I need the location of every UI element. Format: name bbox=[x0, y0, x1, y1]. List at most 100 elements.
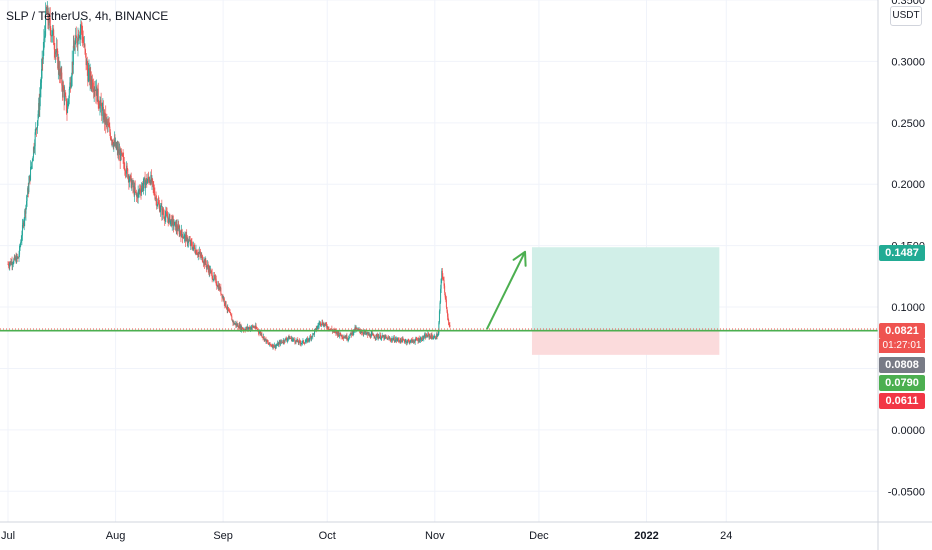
candle-body bbox=[403, 339, 405, 341]
candle-body bbox=[53, 29, 55, 45]
candle-body bbox=[187, 240, 189, 243]
candle-body bbox=[312, 333, 314, 335]
candle-body bbox=[405, 340, 407, 342]
candle-body bbox=[227, 307, 229, 310]
candle-body bbox=[111, 138, 113, 142]
candle-body bbox=[253, 326, 255, 328]
candle-body bbox=[139, 189, 141, 192]
candle-body bbox=[293, 338, 295, 341]
candle-body bbox=[433, 338, 435, 339]
candle-body bbox=[374, 337, 376, 339]
candle-body bbox=[237, 324, 239, 328]
drawings[interactable] bbox=[0, 250, 878, 332]
candle-body bbox=[247, 326, 249, 329]
candle-body bbox=[271, 345, 273, 347]
loss-zone[interactable] bbox=[531, 330, 720, 355]
candle-body bbox=[241, 327, 243, 330]
candle-body bbox=[191, 242, 193, 247]
candle-body bbox=[338, 335, 340, 337]
candle-body bbox=[20, 241, 22, 246]
candle-body bbox=[195, 250, 197, 254]
candle-body bbox=[299, 341, 301, 343]
candle-body bbox=[423, 335, 425, 338]
candle-body bbox=[381, 336, 383, 339]
y-tick-label: 0.1000 bbox=[891, 302, 925, 314]
symbol-title[interactable]: SLP / TetherUS, 4h, BINANCE bbox=[6, 9, 169, 23]
candle-body bbox=[24, 210, 26, 214]
candle-body bbox=[371, 333, 373, 335]
candle-body bbox=[256, 328, 258, 329]
candle-body bbox=[422, 336, 424, 339]
candle-body bbox=[148, 179, 150, 183]
currency-button[interactable]: USDT bbox=[890, 6, 922, 26]
candle-body bbox=[160, 206, 162, 207]
candle-body bbox=[415, 338, 417, 341]
candle-body bbox=[183, 235, 185, 238]
candle-body bbox=[387, 337, 389, 340]
candle-body bbox=[420, 338, 422, 339]
candle-body bbox=[200, 254, 202, 257]
long-position-tool[interactable] bbox=[531, 247, 720, 355]
candle-body bbox=[275, 345, 277, 347]
candle-body bbox=[144, 177, 146, 189]
candle-body bbox=[267, 342, 269, 344]
candle-body bbox=[120, 150, 122, 161]
candle-body bbox=[134, 187, 136, 195]
trend-arrow[interactable] bbox=[485, 251, 526, 330]
candle-body bbox=[212, 278, 214, 280]
candle-body bbox=[125, 173, 127, 175]
time-axis[interactable]: Jul Aug Sep Oct Nov Dec 2022 24 bbox=[0, 521, 932, 542]
candle-body bbox=[260, 331, 262, 335]
candle-body bbox=[139, 189, 141, 192]
candle-body bbox=[426, 334, 428, 337]
trend-arrow-head[interactable] bbox=[512, 250, 527, 267]
candle-body bbox=[206, 266, 208, 268]
candle-body bbox=[111, 140, 113, 142]
candle-body bbox=[418, 338, 420, 342]
candle-body bbox=[289, 337, 291, 339]
candle-body bbox=[108, 126, 110, 128]
candle-body bbox=[192, 247, 194, 250]
candle-body bbox=[35, 128, 37, 129]
candle-body bbox=[431, 336, 433, 339]
candle-body bbox=[279, 342, 281, 345]
candle-body bbox=[131, 181, 133, 184]
candle-body bbox=[87, 71, 89, 82]
candle-body bbox=[300, 343, 302, 344]
candle-body bbox=[346, 335, 348, 340]
candle-body bbox=[42, 57, 44, 60]
candle-body bbox=[132, 181, 134, 188]
candle-body bbox=[297, 342, 299, 344]
candle-body bbox=[234, 323, 236, 325]
candle-body bbox=[392, 339, 394, 341]
candle-body bbox=[21, 225, 23, 236]
candle-body bbox=[365, 331, 367, 334]
candle-body bbox=[9, 263, 11, 267]
candle-body bbox=[198, 253, 200, 254]
candle-body bbox=[248, 328, 250, 329]
candle-body bbox=[28, 182, 30, 193]
candle-body bbox=[17, 257, 19, 258]
candle-body bbox=[256, 328, 258, 331]
candle-body bbox=[424, 334, 426, 336]
candle-body bbox=[21, 235, 23, 240]
candle-body bbox=[393, 337, 395, 340]
candle-body bbox=[293, 338, 295, 340]
candle-body bbox=[24, 210, 26, 220]
candle-body bbox=[443, 280, 445, 286]
candle-body bbox=[109, 126, 111, 133]
candle-body bbox=[358, 329, 360, 330]
candle-body bbox=[74, 47, 76, 51]
candle-body bbox=[141, 188, 143, 193]
candle-body bbox=[383, 336, 385, 340]
candle-body bbox=[261, 336, 263, 338]
candle-body bbox=[97, 88, 99, 103]
candle-body bbox=[248, 327, 250, 329]
candle-body bbox=[308, 338, 310, 340]
candle-body bbox=[421, 338, 423, 341]
candle-body bbox=[363, 332, 365, 334]
profit-zone[interactable] bbox=[531, 247, 720, 331]
candle-body bbox=[48, 15, 50, 26]
price-axis[interactable]: 0.35000.30000.25000.20000.15000.10000.05… bbox=[877, 0, 925, 550]
